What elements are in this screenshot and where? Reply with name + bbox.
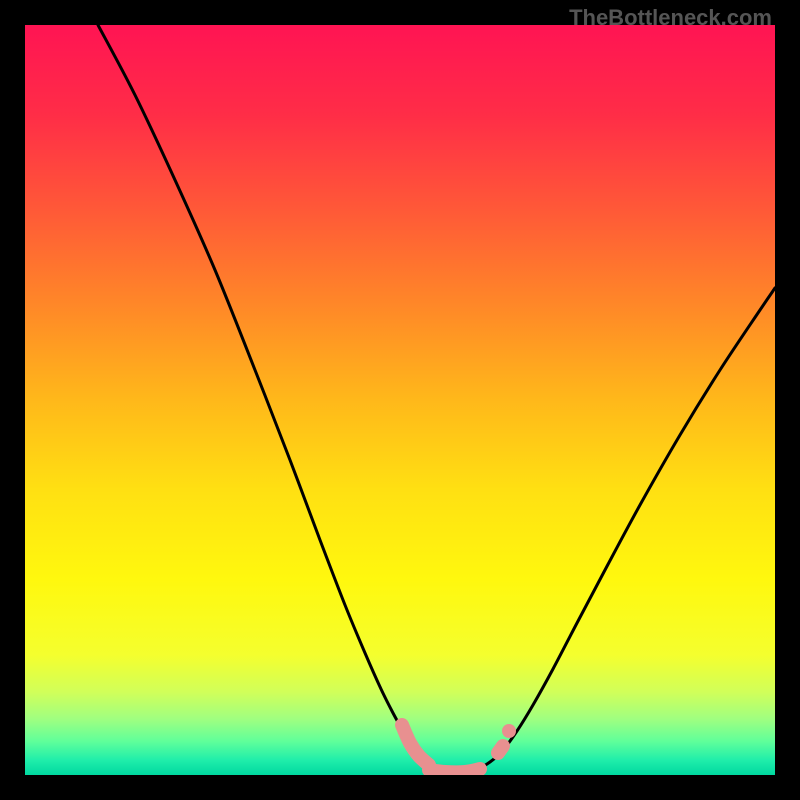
gradient-background	[25, 25, 775, 775]
sausage-dot	[502, 724, 516, 738]
plot-area	[25, 25, 775, 775]
marker-dots	[502, 724, 516, 738]
bottleneck-chart	[25, 25, 775, 775]
watermark-text: TheBottleneck.com	[569, 5, 772, 31]
sausage-segment	[498, 746, 503, 753]
chart-frame: TheBottleneck.com	[0, 0, 800, 800]
sausage-segment	[429, 769, 480, 772]
